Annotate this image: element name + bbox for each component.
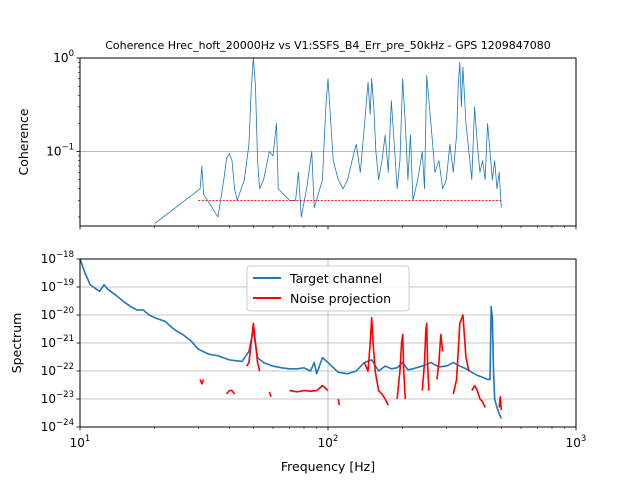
coherence-axes-frame <box>79 57 577 227</box>
coherence-y-axis-label: Coherence <box>16 108 31 175</box>
coherence-title: Coherence Hrec_hoft_20000Hz vs V1:SSFS_B… <box>105 39 551 52</box>
spectrum-y-tick-label: 10−19 <box>41 278 74 294</box>
legend-target-label: Target channel <box>289 271 382 286</box>
spectrum-y-tick-label: 10−22 <box>41 362 74 378</box>
spectrum-legend: Target channel Noise projection <box>246 265 410 312</box>
coherence-y-tick-label: 100 <box>53 49 74 65</box>
spectrum-series-1-line-segment-2 <box>246 322 261 372</box>
spectrum-ticks: 10−24 10−23 10−22 10−21 10−20 10−19 10−18 101 10… <box>41 250 587 450</box>
legend-box <box>246 265 410 312</box>
spectrum-series-1-line-segment-5 <box>337 398 341 406</box>
spectrum-x-tick-label: 101 <box>70 434 91 450</box>
spectrum-y-tick-label: 10−20 <box>41 306 74 322</box>
spectrum-series-1-line-segment-12 <box>498 395 503 411</box>
spectrum-axes-frame <box>79 258 577 428</box>
spectrum-series-1-line-segment-8 <box>421 322 430 391</box>
spectrum-series-1-line-segment-7 <box>396 333 407 400</box>
spectrum-series-1-line-segment-0 <box>199 379 205 385</box>
spectrum-y-tick-label: 10−18 <box>41 250 74 266</box>
coherence-series-0-line <box>154 57 502 224</box>
spectrum-x-tick-label: 102 <box>318 434 339 450</box>
spectrum-series-1-line-segment-11 <box>471 384 486 408</box>
spectrum-series-1-line-segment-1 <box>225 389 236 395</box>
spectrum-series-1-line-segment-9 <box>436 333 444 380</box>
spectrum-x-axis-label: Frequency [Hz] <box>281 459 375 474</box>
spectrum-y-tick-label: 10−21 <box>41 334 74 350</box>
spectrum-series <box>79 258 503 419</box>
spectrum-y-tick-label: 10−23 <box>41 390 74 406</box>
spectrum-y-tick-label: 10−24 <box>41 418 74 434</box>
legend-noise-label: Noise projection <box>290 291 391 306</box>
spectrum-series-1-line-segment-3 <box>268 391 272 398</box>
spectrum-series-0-line <box>79 258 503 419</box>
spectrum-series-1-line-segment-10 <box>452 314 470 395</box>
spectrum-x-tick-label: 103 <box>566 434 587 450</box>
coherence-ticks: 10−1 100 <box>46 49 577 230</box>
spectrum-series-1-line-segment-4 <box>289 384 329 393</box>
coherence-series <box>154 57 502 224</box>
spectrum-series-1-line-segment-6 <box>363 316 389 406</box>
coherence-y-tick-label: 10−1 <box>46 143 74 159</box>
spectrum-y-axis-label: Spectrum <box>9 313 24 374</box>
